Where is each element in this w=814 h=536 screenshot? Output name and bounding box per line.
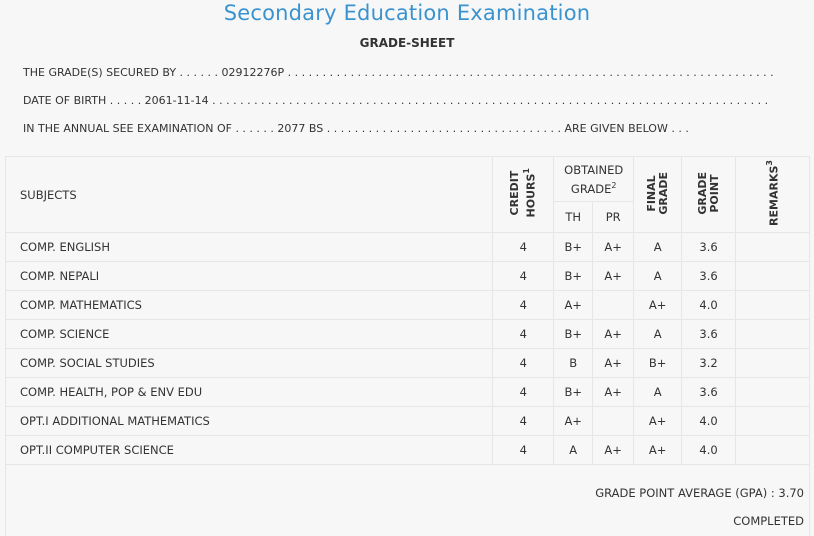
th-grade-cell: B+ <box>553 377 594 407</box>
table-row: COMP. HEALTH, POP & ENV EDU 4 B+ A+ A 3.… <box>4 377 810 407</box>
credit-hours-header: CREDIT HOURS1 <box>492 156 555 233</box>
grade-sheet-heading: GRADE-SHEET <box>359 36 455 50</box>
remarks-cell <box>735 406 810 436</box>
table-row: OPT.I ADDITIONAL MATHEMATICS 4 A+ A+ 4.0 <box>4 406 810 436</box>
credit-cell: 4 <box>492 406 555 436</box>
remarks-cell <box>735 290 810 320</box>
grade-point-cell: 4.0 <box>681 406 737 436</box>
table-row: COMP. MATHEMATICS 4 A+ A+ 4.0 <box>4 290 810 320</box>
credit-cell: 4 <box>492 290 555 320</box>
subject-cell: COMP. SOCIAL STUDIES <box>4 348 494 378</box>
grade-point-cell: 4.0 <box>681 435 737 465</box>
th-grade-cell: A+ <box>553 290 594 320</box>
subject-cell: COMP. SCIENCE <box>4 319 494 349</box>
final-grade-cell: B+ <box>633 348 683 378</box>
credit-cell: 4 <box>492 435 555 465</box>
grade-point-cell: 3.6 <box>681 261 737 291</box>
table-row: OPT.II COMPUTER SCIENCE 4 A A+ A+ 4.0 <box>4 435 810 465</box>
grade-point-cell: 4.0 <box>681 290 737 320</box>
pr-grade-cell: A+ <box>592 348 635 378</box>
remarks-cell <box>735 435 810 465</box>
remarks-cell <box>735 377 810 407</box>
pr-grade-cell <box>592 290 635 320</box>
final-grade-cell: A <box>633 232 683 262</box>
pr-grade-cell <box>592 406 635 436</box>
subject-cell: COMP. ENGLISH <box>4 232 494 262</box>
final-grade-cell: A <box>633 377 683 407</box>
grade-point-cell: 3.2 <box>681 348 737 378</box>
secured-by-line: THE GRADE(S) SECURED BY . . . . . . 0291… <box>23 66 774 79</box>
final-grade-cell: A <box>633 319 683 349</box>
grade-point-cell: 3.6 <box>681 319 737 349</box>
remarks-cell <box>735 319 810 349</box>
subject-cell: OPT.I ADDITIONAL MATHEMATICS <box>4 406 494 436</box>
th-header: TH <box>553 201 594 233</box>
credit-cell: 4 <box>492 377 555 407</box>
grade-point-cell: 3.6 <box>681 377 737 407</box>
final-grade-cell: A+ <box>633 290 683 320</box>
th-grade-cell: B+ <box>553 261 594 291</box>
subject-cell: COMP. HEALTH, POP & ENV EDU <box>4 377 494 407</box>
page-title: Secondary Education Examination <box>223 1 591 25</box>
subjects-header: SUBJECTS <box>4 156 494 233</box>
final-grade-header: FINAL GRADE <box>633 156 683 233</box>
credit-cell: 4 <box>492 232 555 262</box>
credit-cell: 4 <box>492 348 555 378</box>
pr-grade-cell: A+ <box>592 232 635 262</box>
pr-grade-cell: A+ <box>592 435 635 465</box>
exam-line: IN THE ANNUAL SEE EXAMINATION OF . . . .… <box>23 122 689 135</box>
th-grade-cell: A+ <box>553 406 594 436</box>
gpa-summary: GRADE POINT AVERAGE (GPA) : 3.70 <box>595 486 804 500</box>
final-grade-cell: A <box>633 261 683 291</box>
subject-cell: COMP. MATHEMATICS <box>4 290 494 320</box>
obtained-grade-header: OBTAINED GRADE2 <box>553 156 635 202</box>
remarks-cell <box>735 261 810 291</box>
grade-point-header: GRADE POINT <box>681 156 737 233</box>
credit-cell: 4 <box>492 319 555 349</box>
date-of-birth-line: DATE OF BIRTH . . . . . 2061-11-14 . . .… <box>23 94 769 107</box>
pr-header: PR <box>592 201 635 233</box>
subject-cell: COMP. NEPALI <box>4 261 494 291</box>
remarks-header: REMARKS3 <box>735 156 810 233</box>
table-row: COMP. ENGLISH 4 B+ A+ A 3.6 <box>4 232 810 262</box>
credit-cell: 4 <box>492 261 555 291</box>
remarks-cell <box>735 348 810 378</box>
final-grade-cell: A+ <box>633 435 683 465</box>
grade-table: SUBJECTS CREDIT HOURS1 OBTAINED GRADE2 FIN… <box>4 156 810 465</box>
remarks-cell <box>735 232 810 262</box>
th-grade-cell: B+ <box>553 232 594 262</box>
th-grade-cell: B <box>553 348 594 378</box>
table-row: COMP. SCIENCE 4 B+ A+ A 3.6 <box>4 319 810 349</box>
grade-point-cell: 3.6 <box>681 232 737 262</box>
table-row: COMP. NEPALI 4 B+ A+ A 3.6 <box>4 261 810 291</box>
th-grade-cell: B+ <box>553 319 594 349</box>
pr-grade-cell: A+ <box>592 261 635 291</box>
pr-grade-cell: A+ <box>592 377 635 407</box>
pr-grade-cell: A+ <box>592 319 635 349</box>
final-grade-cell: A+ <box>633 406 683 436</box>
th-grade-cell: A <box>553 435 594 465</box>
summary-box <box>5 464 810 536</box>
result-status: COMPLETED <box>733 514 804 528</box>
subject-cell: OPT.II COMPUTER SCIENCE <box>4 435 494 465</box>
table-row: COMP. SOCIAL STUDIES 4 B A+ B+ 3.2 <box>4 348 810 378</box>
